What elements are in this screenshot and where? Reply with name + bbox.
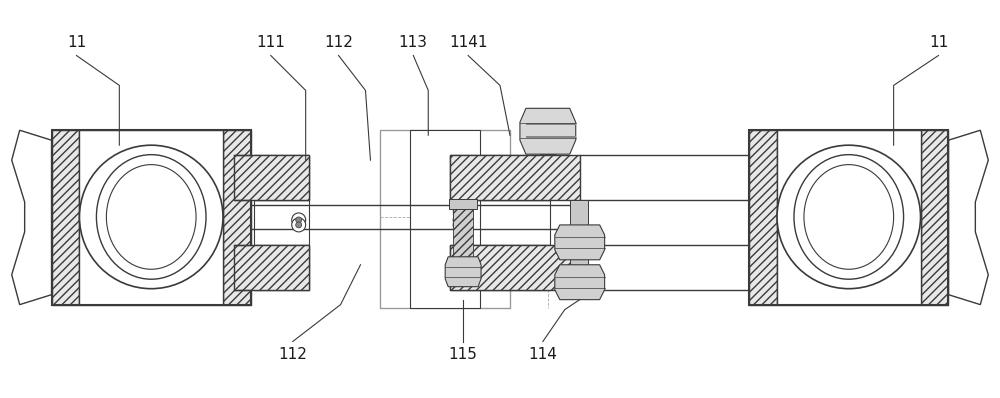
Bar (450, 245, 580, 290)
Polygon shape (520, 108, 576, 154)
Bar (540, 154, 556, 155)
Circle shape (296, 217, 302, 223)
Bar (526, 136, 576, 138)
Text: 11: 11 (929, 35, 948, 50)
Bar (234, 155, 309, 200)
Text: 112: 112 (278, 347, 307, 362)
Bar (52, 130, 79, 304)
Text: 11: 11 (67, 35, 86, 50)
Polygon shape (555, 265, 605, 300)
Bar (254, 200, 309, 245)
Text: 1141: 1141 (449, 35, 487, 50)
Circle shape (292, 218, 306, 232)
Bar (450, 200, 550, 245)
Bar (79, 130, 223, 304)
Circle shape (453, 218, 467, 232)
Bar (526, 123, 576, 125)
Bar (380, 130, 510, 308)
Circle shape (457, 222, 463, 228)
Ellipse shape (794, 155, 904, 279)
Bar (254, 245, 309, 290)
Polygon shape (948, 130, 988, 304)
Bar (450, 155, 580, 200)
Bar (749, 130, 777, 304)
Bar (254, 155, 309, 200)
Polygon shape (453, 207, 473, 257)
Text: 112: 112 (324, 35, 353, 50)
Circle shape (292, 213, 306, 227)
Bar (410, 130, 480, 308)
Text: 113: 113 (399, 35, 428, 50)
Bar (380, 130, 510, 308)
Circle shape (453, 213, 467, 227)
Bar (921, 130, 948, 304)
Bar (449, 199, 477, 209)
Ellipse shape (96, 155, 206, 279)
Polygon shape (12, 130, 52, 304)
Polygon shape (445, 257, 481, 287)
Bar (52, 130, 251, 304)
Bar (223, 130, 251, 304)
Circle shape (79, 145, 223, 289)
Bar (453, 207, 473, 257)
Circle shape (296, 222, 302, 228)
Circle shape (457, 217, 463, 223)
Bar (450, 245, 550, 290)
Text: 115: 115 (449, 347, 478, 362)
Polygon shape (555, 225, 605, 260)
Ellipse shape (804, 165, 894, 269)
Bar (450, 155, 550, 200)
Text: 114: 114 (528, 347, 557, 362)
Bar (570, 200, 588, 295)
Bar (749, 130, 948, 304)
Circle shape (777, 145, 921, 289)
Ellipse shape (106, 165, 196, 269)
Bar (234, 245, 309, 290)
Text: 111: 111 (256, 35, 285, 50)
Bar (777, 130, 921, 304)
